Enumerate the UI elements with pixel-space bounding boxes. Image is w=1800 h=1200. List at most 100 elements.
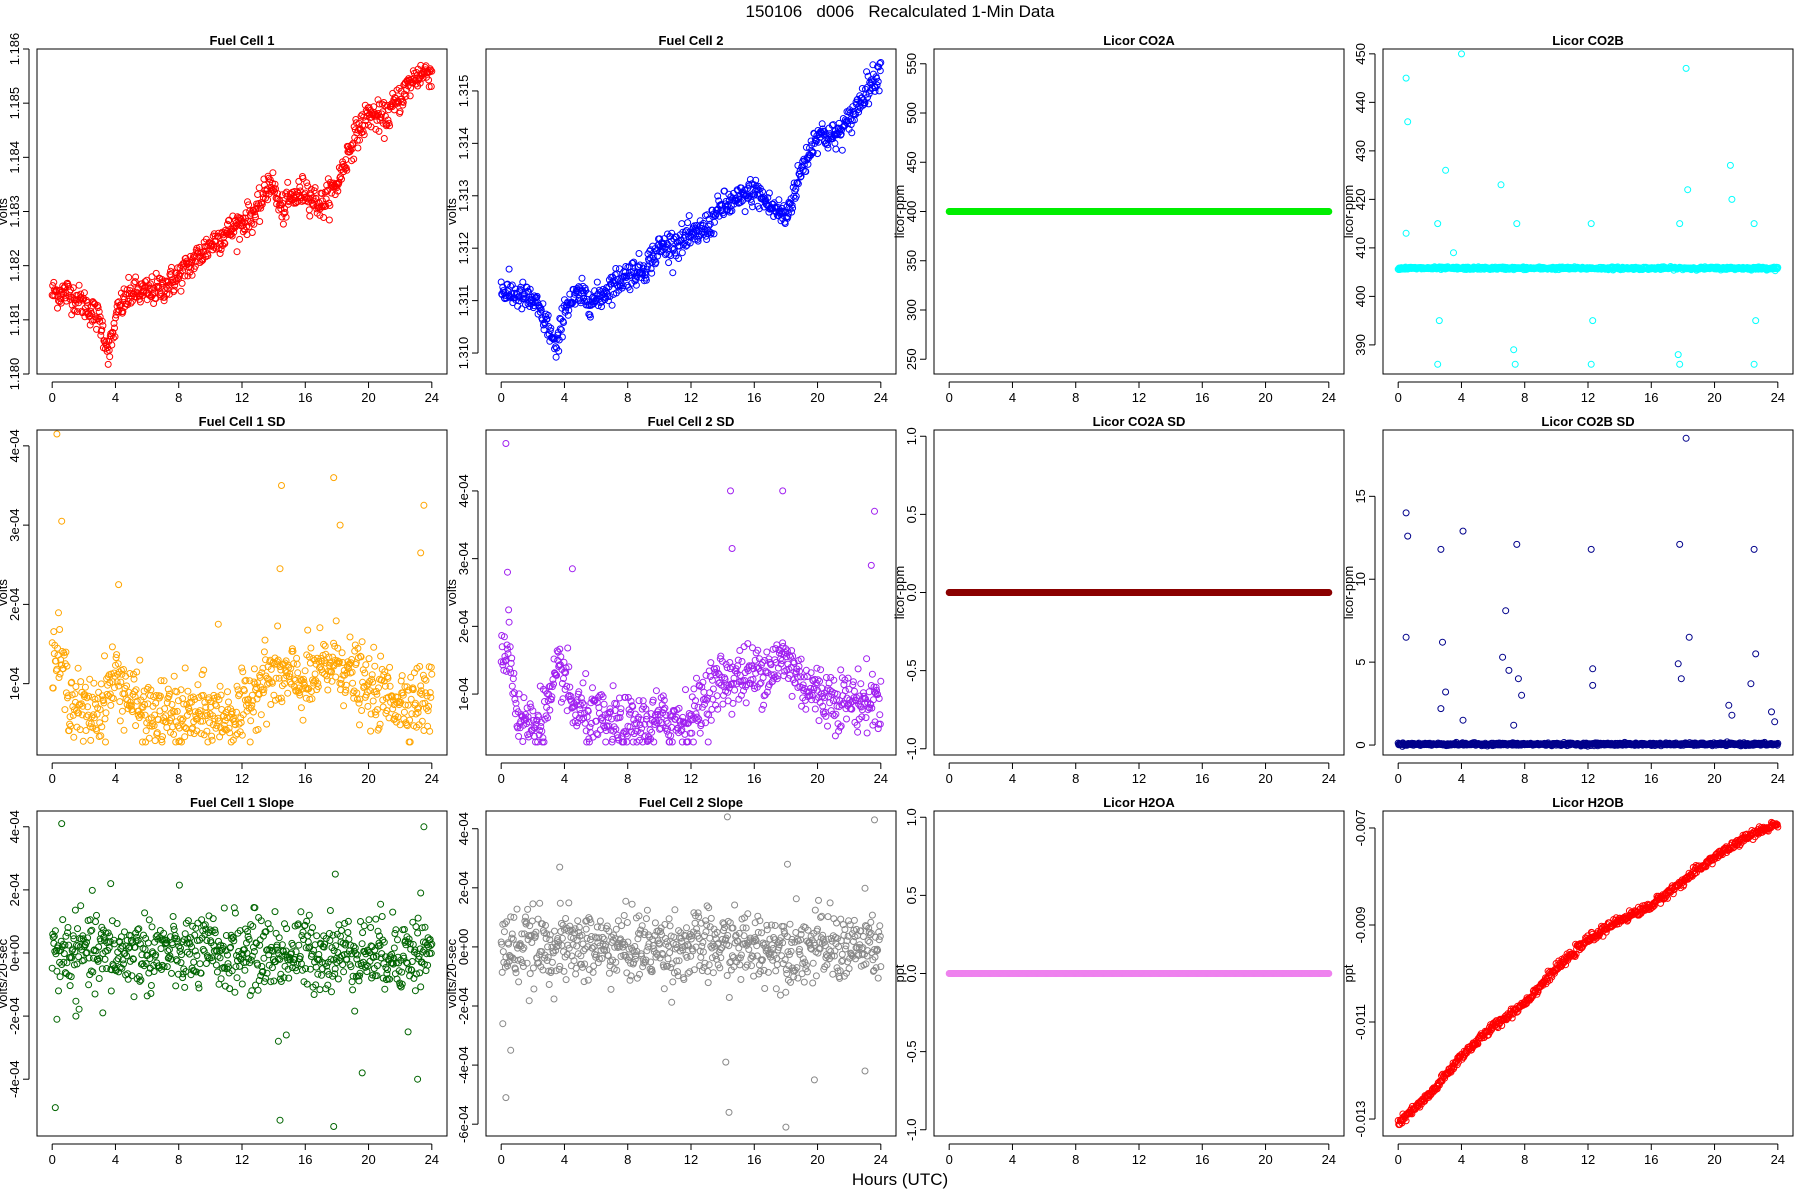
data-point (784, 209, 792, 217)
data-point (663, 240, 671, 247)
data-point (256, 218, 264, 225)
x-tick-label: 20 (810, 390, 824, 405)
data-point (98, 317, 106, 325)
data-point (564, 311, 572, 319)
x-tick-label: 4 (1458, 390, 1465, 405)
data-point (296, 183, 304, 191)
data-point (358, 707, 366, 714)
x-tick-label: 16 (1195, 771, 1209, 786)
data-points (48, 430, 436, 746)
x-tick-label: 12 (235, 771, 249, 786)
data-point (74, 308, 81, 316)
data-point (188, 271, 196, 279)
data-point (693, 674, 700, 682)
y-tick-label: 390 (1353, 334, 1368, 356)
data-point (254, 726, 262, 733)
data-point (102, 738, 109, 746)
data-point (377, 652, 385, 660)
data-point (324, 175, 332, 183)
data-point (802, 705, 810, 713)
data-point (109, 334, 117, 342)
data-point (568, 565, 576, 573)
x-tick-label: 12 (1581, 390, 1595, 405)
data-point (132, 722, 140, 730)
x-tick-label: 8 (624, 771, 631, 786)
data-point (656, 235, 664, 243)
data-point (131, 278, 139, 286)
y-tick-label: 1.314 (456, 127, 471, 160)
data-point (660, 239, 668, 247)
data-point (539, 300, 547, 308)
x-tick-label: 8 (624, 390, 631, 405)
data-point (236, 214, 244, 222)
data-point (173, 274, 181, 282)
data-point (815, 717, 823, 725)
data-point (221, 240, 229, 248)
x-tick-label: 24 (425, 390, 439, 405)
data-point (87, 736, 95, 744)
data-point (263, 720, 271, 728)
y-tick-label: 1.310 (456, 337, 471, 370)
data-point (1676, 220, 1684, 228)
data-point (177, 287, 185, 295)
data-point (1497, 181, 1505, 189)
data-point (707, 659, 715, 667)
data-point (304, 626, 312, 634)
data-point (1510, 346, 1518, 354)
data-point (1752, 317, 1760, 325)
data-point (340, 702, 348, 710)
data-point (261, 636, 269, 644)
data-point (214, 620, 222, 628)
data-point (299, 716, 307, 724)
data-point (788, 692, 796, 700)
data-point (662, 243, 670, 251)
data-point (77, 678, 85, 686)
data-point (604, 293, 612, 301)
data-point (1458, 50, 1465, 58)
data-point (375, 724, 383, 732)
data-point (726, 659, 734, 666)
data-point (90, 679, 98, 687)
plot-frame (36, 48, 448, 375)
data-point (749, 203, 756, 211)
data-point (93, 325, 100, 333)
data-point (361, 121, 369, 129)
data-point (398, 98, 406, 105)
data-point (250, 220, 258, 228)
data-point (504, 568, 511, 576)
data-point (632, 281, 640, 289)
data-point (101, 652, 108, 660)
data-point (160, 297, 168, 305)
y-tick-label: 500 (904, 102, 919, 124)
data-point (417, 549, 425, 557)
data-point (194, 681, 202, 689)
data-point (61, 706, 69, 714)
data-point (393, 86, 401, 94)
data-point (282, 213, 290, 221)
data-point (169, 278, 177, 286)
data-point (420, 501, 428, 509)
data-point (127, 299, 135, 307)
data-point (353, 136, 361, 144)
data-point (95, 688, 103, 696)
data-point (617, 282, 624, 290)
data-point (772, 208, 780, 216)
plot-frame (36, 429, 448, 756)
data-point (359, 128, 367, 136)
x-tick-label: 8 (175, 771, 182, 786)
data-point (854, 665, 862, 673)
data-point (348, 157, 356, 165)
data-point (876, 711, 884, 719)
data-point (338, 649, 346, 657)
data-point (648, 269, 656, 277)
x-tick-label: 0 (498, 771, 505, 786)
data-point (606, 293, 614, 300)
data-point (115, 581, 123, 589)
data-point (175, 272, 183, 280)
data-point (299, 174, 307, 182)
data-point (224, 220, 231, 228)
data-point (334, 187, 342, 195)
data-point (403, 86, 410, 94)
data-point (132, 686, 140, 694)
